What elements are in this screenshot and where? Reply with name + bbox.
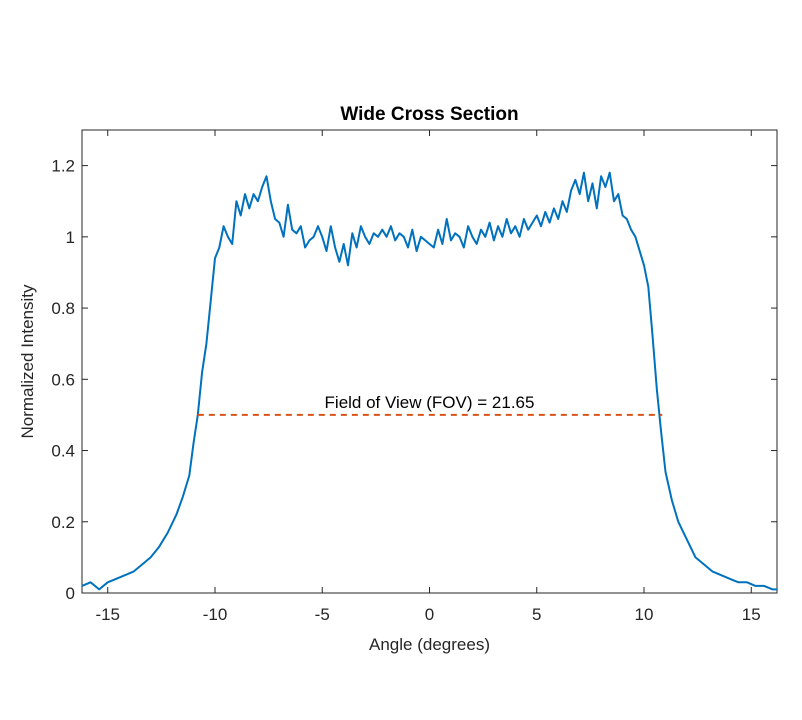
x-tick-label: 5	[532, 605, 541, 624]
series-layer	[81, 171, 777, 591]
fov-annotation: Field of View (FOV) = 21.65	[325, 393, 535, 412]
chart-title: Wide Cross Section	[340, 104, 518, 125]
x-tick-label: -15	[95, 605, 120, 624]
y-tick-label: 1	[66, 228, 75, 247]
y-axis-label: Normalized Intensity	[18, 284, 37, 439]
intensity-profile-line	[81, 171, 777, 591]
ticks: -15 -10 -5 0 5 10 15 0 0.2 0.4 0.6 0.8 1 1.2	[51, 130, 777, 624]
y-tick-label: 0.6	[51, 370, 75, 389]
y-tick-label: 0	[66, 584, 75, 603]
x-tick-label: 0	[425, 605, 434, 624]
x-tick-label: -10	[203, 605, 228, 624]
y-tick-label: 0.8	[51, 299, 75, 318]
y-tick-label: 0.2	[51, 513, 75, 532]
x-tick-label: 15	[742, 605, 761, 624]
x-tick-label: -5	[315, 605, 330, 624]
y-tick-label: 0.4	[51, 442, 75, 461]
plot-area	[81, 129, 778, 594]
x-axis-label: Angle (degrees)	[369, 635, 490, 654]
x-tick-label: 10	[635, 605, 654, 624]
y-tick-label: 1.2	[51, 157, 75, 176]
